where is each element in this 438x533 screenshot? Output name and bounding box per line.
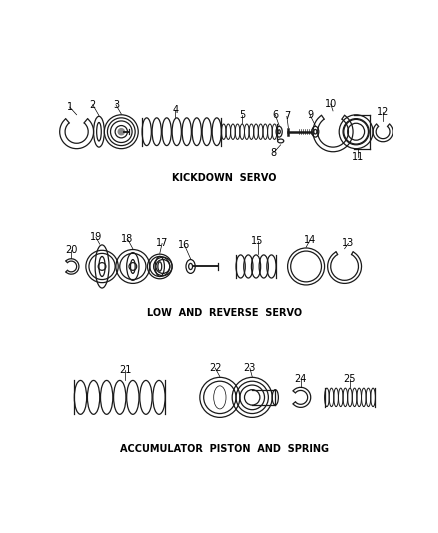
- Text: 9: 9: [307, 110, 313, 120]
- Text: 17: 17: [156, 238, 168, 248]
- Text: KICKDOWN  SERVO: KICKDOWN SERVO: [172, 173, 277, 183]
- Text: 15: 15: [251, 236, 264, 246]
- Text: 24: 24: [294, 374, 307, 384]
- Text: 22: 22: [209, 363, 222, 373]
- Text: LOW  AND  REVERSE  SERVO: LOW AND REVERSE SERVO: [147, 308, 302, 318]
- Text: 2: 2: [90, 100, 96, 110]
- Text: 21: 21: [119, 366, 131, 375]
- Text: ACCUMULATOR  PISTON  AND  SPRING: ACCUMULATOR PISTON AND SPRING: [120, 444, 329, 454]
- Text: 1: 1: [67, 102, 73, 112]
- Text: 3: 3: [113, 100, 119, 110]
- Text: 6: 6: [272, 110, 279, 120]
- Text: 25: 25: [344, 374, 356, 384]
- Text: 23: 23: [244, 363, 256, 373]
- Text: 16: 16: [178, 240, 191, 250]
- Text: 18: 18: [121, 234, 134, 244]
- Text: 19: 19: [90, 232, 102, 242]
- Text: 20: 20: [65, 245, 78, 255]
- Text: 12: 12: [377, 108, 389, 117]
- Circle shape: [118, 128, 124, 135]
- Text: 14: 14: [304, 235, 316, 245]
- Text: 8: 8: [271, 148, 277, 158]
- Text: 13: 13: [343, 238, 355, 248]
- Text: 10: 10: [325, 99, 337, 109]
- Text: 5: 5: [239, 110, 245, 120]
- Text: 7: 7: [284, 111, 290, 122]
- Text: 11: 11: [352, 152, 364, 162]
- Text: 4: 4: [172, 105, 178, 115]
